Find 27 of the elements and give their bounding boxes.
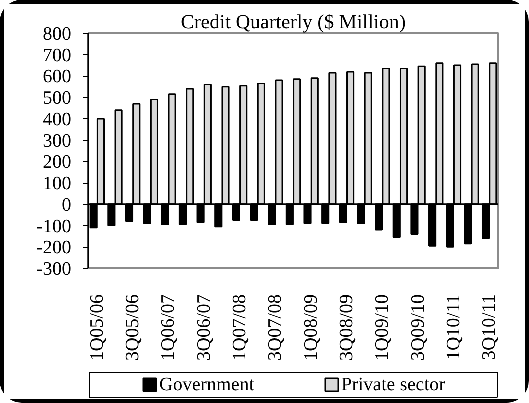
- y-tick-label: -100: [36, 216, 72, 238]
- x-tick-label: 3Q07/08: [265, 294, 286, 361]
- y-tick-label: 100: [43, 174, 72, 195]
- y-tick-label: 200: [43, 152, 72, 174]
- x-tick-label: 1Q09/10: [372, 294, 394, 361]
- chart-title: Credit Quarterly ($ Million): [181, 12, 406, 34]
- legend-label: Government: [160, 374, 256, 396]
- x-tick-label: 1Q06/07: [158, 294, 180, 361]
- y-tick-label: 500: [43, 88, 72, 110]
- y-tick-label: 600: [43, 66, 72, 88]
- x-tick-label: 3Q09/10: [408, 294, 429, 361]
- x-tick-label: 3Q06/07: [194, 294, 215, 361]
- x-tick-label: 1Q07/08: [230, 294, 251, 361]
- x-tick-label: 3Q05/06: [122, 294, 144, 361]
- x-tick-label: 1Q10/11: [443, 294, 464, 360]
- y-tick-label: 0: [62, 194, 72, 216]
- y-tick-label: 800: [43, 24, 72, 45]
- x-tick-label: 3Q10/11: [479, 294, 500, 360]
- y-tick-label: 400: [43, 109, 72, 130]
- x-tick-label: 3Q08/09: [336, 294, 358, 361]
- y-tick-label: -300: [36, 259, 72, 280]
- y-tick-label: 300: [43, 130, 72, 152]
- y-tick-label: -200: [36, 238, 72, 259]
- y-tick-label: 700: [43, 45, 72, 66]
- legend-label: Private sector: [342, 374, 446, 396]
- x-tick-label: 1Q08/09: [300, 294, 322, 361]
- x-tick-label: 1Q05/06: [86, 294, 108, 361]
